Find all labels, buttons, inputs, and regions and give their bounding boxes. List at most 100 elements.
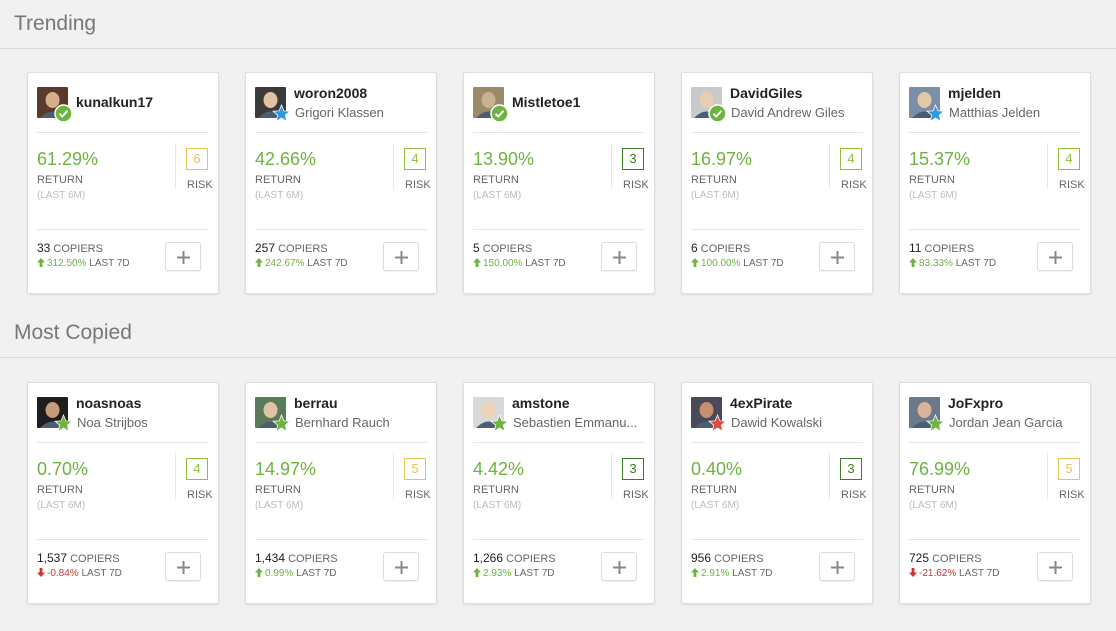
copy-trader-button[interactable] [383, 242, 419, 271]
return-period: (LAST 6M) [909, 190, 958, 201]
arrow-up-icon [691, 258, 701, 269]
divider [255, 229, 427, 230]
trader-card[interactable]: kunalkun17 61.29% RETURN (LAST 6M) 6 RISK 33 C… [27, 72, 219, 294]
star-icon [708, 414, 727, 433]
return-value: 14.97% [255, 459, 317, 479]
username[interactable]: JoFxpro [948, 395, 1004, 411]
copiers-label: COPIERS [714, 553, 764, 565]
plus-icon [177, 251, 190, 264]
risk-score: 3 [622, 148, 644, 170]
copiers-number: 1,434 [255, 551, 286, 565]
return-period: (LAST 6M) [473, 500, 522, 511]
avatar[interactable] [909, 397, 940, 428]
change-label: LAST 7D [296, 568, 337, 579]
divider [37, 229, 209, 230]
divider [393, 143, 394, 189]
copy-trader-button[interactable] [819, 552, 855, 581]
copiers-number: 33 [37, 241, 51, 255]
avatar[interactable] [255, 87, 286, 118]
copiers-label: COPIERS [506, 553, 556, 565]
copy-trader-button[interactable] [383, 552, 419, 581]
username[interactable]: Mistletoe1 [512, 94, 581, 110]
verified-check-icon [708, 104, 727, 123]
trader-card[interactable]: Mistletoe1 13.90% RETURN (LAST 6M) 3 RISK 5 CO… [463, 72, 655, 294]
return-label: RETURN [473, 484, 519, 496]
risk-label: RISK [187, 489, 213, 501]
change-percent: -21.62% [919, 568, 957, 579]
risk-score: 3 [840, 458, 862, 480]
copiers-change: 100.00% LAST 7D [691, 258, 784, 269]
divider [909, 442, 1081, 443]
trader-card[interactable]: woron2008 Grigori Klassen 42.66% RETURN (LAS… [245, 72, 437, 294]
trader-card[interactable]: amstone Sebastien Emmanu... 4.42% RETURN (LA… [463, 382, 655, 604]
username[interactable]: kunalkun17 [76, 94, 154, 110]
copy-trader-button[interactable] [165, 242, 201, 271]
plus-icon [395, 561, 408, 574]
change-label: LAST 7D [89, 258, 130, 269]
copiers-change: 150.00% LAST 7D [473, 258, 566, 269]
change-percent: 242.67% [265, 258, 305, 269]
copy-trader-button[interactable] [1037, 552, 1073, 581]
copiers-count: 725 COPIERS [909, 551, 982, 565]
trader-card[interactable]: mjelden Matthias Jelden 15.37% RETURN (LAST … [899, 72, 1091, 294]
copy-trader-button[interactable] [1037, 242, 1073, 271]
change-label: LAST 7D [525, 258, 566, 269]
verified-check-icon [490, 104, 509, 123]
return-label: RETURN [909, 174, 955, 186]
username[interactable]: berrau [294, 395, 338, 411]
return-value: 0.70% [37, 459, 89, 479]
copy-trader-button[interactable] [165, 552, 201, 581]
divider [909, 132, 1081, 133]
risk-score: 6 [186, 148, 208, 170]
return-period: (LAST 6M) [691, 190, 740, 201]
change-percent: 83.33% [919, 258, 953, 269]
divider [691, 132, 863, 133]
risk-label: RISK [841, 179, 867, 191]
star-icon [54, 414, 73, 433]
username[interactable]: DavidGiles [730, 85, 803, 101]
trader-card[interactable]: noasnoas Noa Strijbos 0.70% RETURN (LAST 6M)… [27, 382, 219, 604]
return-value: 4.42% [473, 459, 525, 479]
return-label: RETURN [255, 174, 301, 186]
return-value: 16.97% [691, 149, 753, 169]
divider [829, 143, 830, 189]
username[interactable]: amstone [512, 395, 570, 411]
full-name: Noa Strijbos [77, 415, 148, 430]
copy-trader-button[interactable] [601, 242, 637, 271]
return-label: RETURN [691, 484, 737, 496]
copiers-count: 11 COPIERS [909, 241, 974, 255]
risk-label: RISK [623, 179, 649, 191]
return-period: (LAST 6M) [37, 190, 86, 201]
plus-icon [1049, 561, 1062, 574]
copiers-label: COPIERS [278, 243, 328, 255]
trader-card[interactable]: berrau Bernhard Rauch 14.97% RETURN (LAST 6M… [245, 382, 437, 604]
trader-card[interactable]: JoFxpro Jordan Jean Garcia 76.99% RETURN (LA… [899, 382, 1091, 604]
risk-score: 5 [1058, 458, 1080, 480]
section-title-most-copied: Most Copied [14, 321, 132, 344]
plus-icon [831, 561, 844, 574]
copiers-change: 83.33% LAST 7D [909, 258, 996, 269]
risk-score: 4 [186, 458, 208, 480]
risk-label: RISK [187, 179, 213, 191]
return-period: (LAST 6M) [255, 190, 304, 201]
star-icon [490, 414, 509, 433]
username[interactable]: 4exPirate [730, 395, 793, 411]
username[interactable]: noasnoas [76, 395, 142, 411]
trader-card[interactable]: 4exPirate Dawid Kowalski 0.40% RETURN (LAST … [681, 382, 873, 604]
change-label: LAST 7D [743, 258, 784, 269]
divider [175, 453, 176, 499]
plus-icon [177, 561, 190, 574]
return-value: 76.99% [909, 459, 971, 479]
copiers-label: COPIERS [53, 243, 103, 255]
divider [473, 442, 645, 443]
star-icon [926, 414, 945, 433]
full-name: Dawid Kowalski [731, 415, 823, 430]
copy-trader-button[interactable] [819, 242, 855, 271]
username[interactable]: mjelden [948, 85, 1001, 101]
copy-trader-button[interactable] [601, 552, 637, 581]
copiers-change: 2.93% LAST 7D [473, 568, 555, 579]
username[interactable]: woron2008 [294, 85, 368, 101]
copiers-label: COPIERS [700, 243, 751, 255]
full-name: Bernhard Rauch [295, 415, 390, 430]
trader-card[interactable]: DavidGiles David Andrew Giles 16.97% RETURN… [681, 72, 873, 294]
